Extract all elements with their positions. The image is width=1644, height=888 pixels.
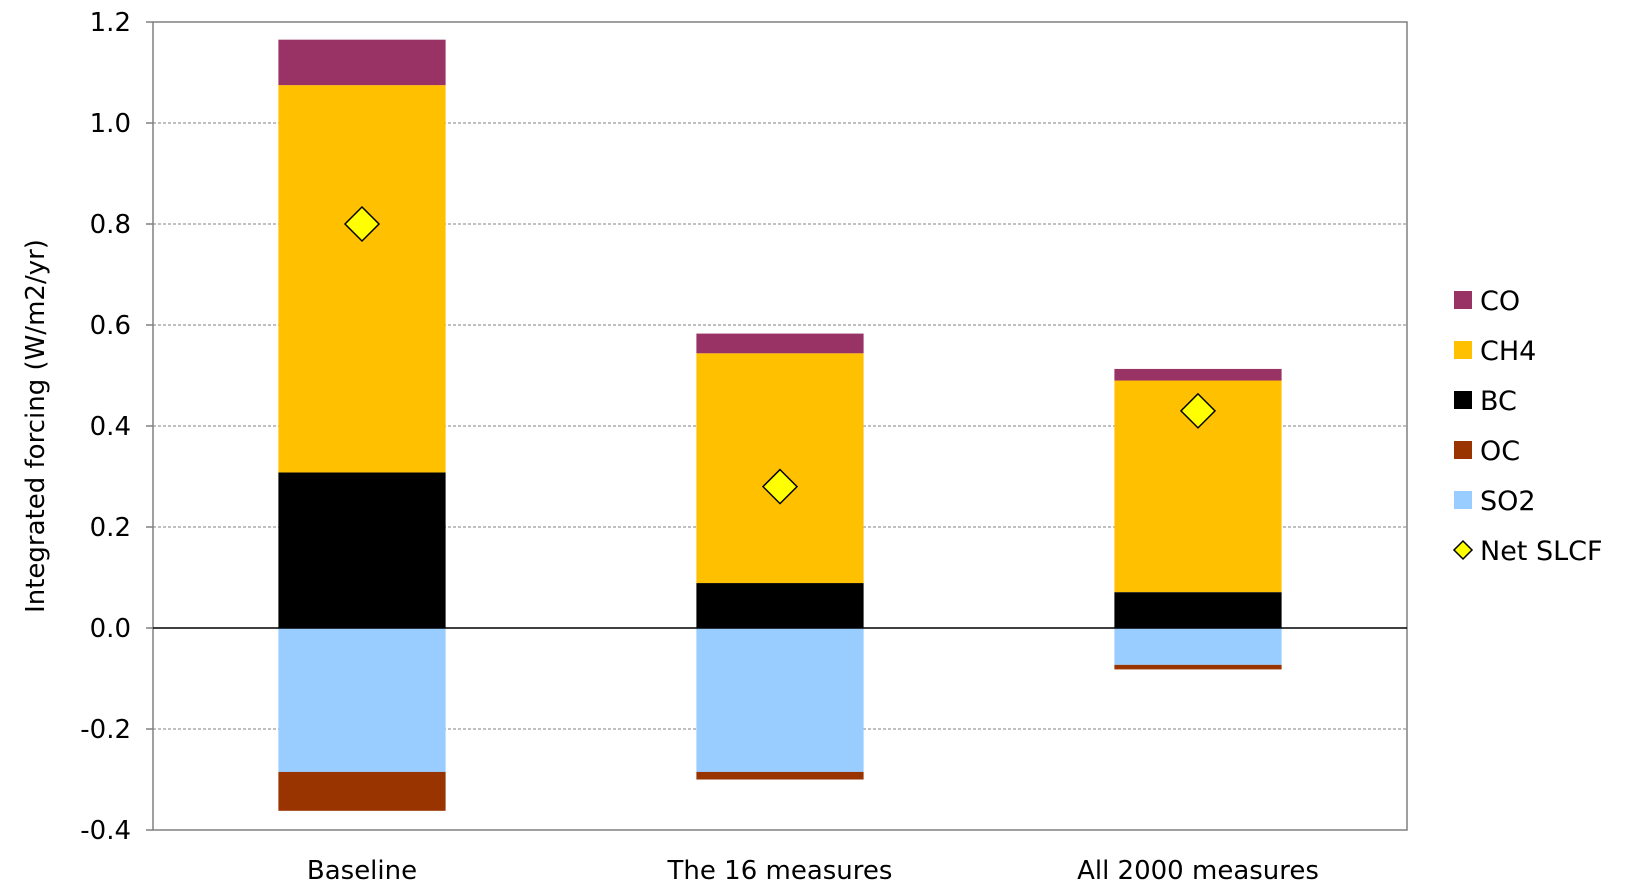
legend: CO CH4 BC OC SO2 Net SLCF (1452, 286, 1603, 567)
bar-bc-all-2000-measures (1114, 592, 1282, 628)
legend-swatch-so2 (1454, 491, 1472, 509)
bar-co-the-16-measures (696, 333, 864, 354)
y-tick-label: 1.2 (90, 8, 131, 38)
y-tick-label: 0.2 (90, 513, 131, 543)
y-axis-title: Integrated forcing (W/m2/yr) (21, 239, 51, 613)
bars (278, 39, 1282, 811)
bar-so2-baseline (278, 628, 446, 772)
legend-label-so2: SO2 (1480, 486, 1536, 517)
legend-label-co: CO (1480, 286, 1520, 317)
bar-co-all-2000-measures (1114, 368, 1282, 381)
y-tick-label: 0.4 (90, 412, 131, 442)
bar-oc-baseline (278, 771, 446, 811)
bar-oc-the-16-measures (696, 771, 864, 780)
net-slcf-marker-all-2000-measures (1179, 392, 1217, 429)
bar-so2-the-16-measures (696, 628, 864, 772)
bar-ch4-baseline (278, 85, 446, 473)
bar-co-baseline (278, 39, 446, 86)
net-slcf-marker-baseline (343, 205, 381, 243)
y-axis-ticks: -0.4 -0.2 0.0 0.2 0.4 0.6 0.8 1.0 1.2 (80, 8, 153, 846)
legend-label-net-slcf: Net SLCF (1480, 536, 1603, 567)
x-tick-label: All 2000 measures (1077, 856, 1319, 884)
legend-swatch-co (1454, 291, 1472, 309)
bar-oc-all-2000-measures (1114, 664, 1282, 670)
x-tick-label: Baseline (307, 856, 417, 884)
legend-swatch-net-slcf (1452, 539, 1474, 561)
y-tick-label: 0.8 (90, 210, 131, 240)
y-tick-label: -0.4 (80, 816, 131, 846)
y-tick-label: 1.0 (90, 109, 131, 139)
bar-so2-all-2000-measures (1114, 628, 1282, 665)
legend-swatch-oc (1454, 441, 1472, 459)
y-tick-label: 0.6 (90, 311, 131, 341)
x-tick-label: The 16 measures (667, 856, 893, 884)
bar-bc-the-16-measures (696, 583, 864, 628)
y-tick-label: 0.0 (90, 614, 131, 644)
legend-label-bc: BC (1480, 386, 1517, 417)
legend-label-ch4: CH4 (1480, 336, 1536, 367)
legend-label-oc: OC (1480, 436, 1520, 467)
net-markers (343, 205, 1217, 505)
y-tick-label: -0.2 (80, 715, 131, 745)
bar-bc-baseline (278, 472, 446, 628)
x-axis-labels: Baseline The 16 measures All 2000 measures (307, 856, 1319, 886)
legend-swatch-ch4 (1454, 341, 1472, 359)
bar-ch4-the-16-measures (696, 353, 864, 584)
net-slcf-marker-the-16-measures (761, 468, 799, 505)
legend-swatch-bc (1454, 391, 1472, 409)
